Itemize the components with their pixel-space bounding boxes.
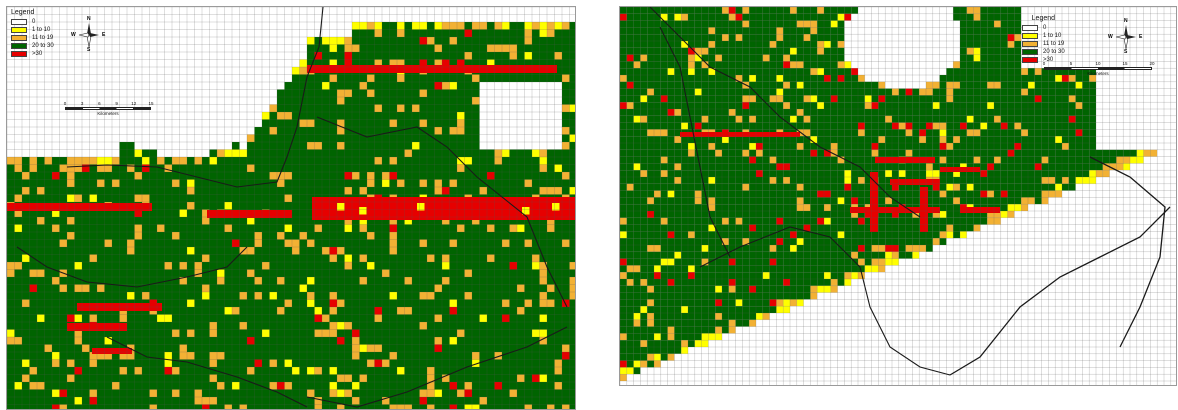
legend-label: 11 to 19	[1043, 41, 1065, 47]
hotspot-band	[960, 207, 1000, 213]
legend-label: >30	[32, 51, 43, 57]
compass-rose-icon	[78, 23, 99, 48]
scale-tick: 12	[131, 101, 137, 106]
legend-item-20-30: 20 to 30	[1022, 48, 1065, 56]
scale-tick: 3	[80, 101, 84, 106]
scale-tick: 0	[1042, 61, 1046, 66]
legend-label: 1 to 10	[32, 27, 51, 33]
hotspot-band	[680, 132, 800, 137]
legend-label: >30	[1043, 57, 1054, 63]
legend-swatch	[1022, 33, 1038, 39]
hotspot-band	[307, 65, 557, 73]
legend-item-11-19: 11 to 19	[11, 34, 54, 42]
scale-bar-graphic	[1044, 67, 1152, 70]
grid-map-right[interactable]	[620, 7, 1176, 385]
legend-swatch	[11, 35, 27, 41]
boundary-line	[649, 7, 921, 218]
legend-item-1-10: 1 to 10	[11, 26, 54, 34]
legend-swatch	[11, 27, 27, 33]
boundary-line	[316, 116, 568, 308]
hotspot-band	[890, 179, 940, 185]
boundary-line	[306, 326, 568, 408]
legend-swatch	[1022, 41, 1038, 47]
legend-right: Legend 0 1 to 10 11 to 19 20 to 30 >30	[1022, 15, 1065, 64]
boundary-line	[106, 336, 308, 408]
raster-cells	[620, 7, 1176, 385]
scale-bar-right: 0 5 10 15 20 Kilometers	[1042, 61, 1155, 76]
map-panel-left: Legend 0 1 to 10 11 to 19 20 to 30 >30 N…	[6, 6, 576, 410]
boundary-line	[1089, 156, 1166, 348]
legend-swatch	[1022, 57, 1038, 63]
scale-tick: 20	[1149, 61, 1155, 66]
north-arrow-icon: N S W E	[71, 16, 106, 53]
legend-item-gt30: >30	[1022, 56, 1065, 64]
hotspot-band	[870, 172, 878, 232]
grid-map-left[interactable]	[7, 7, 575, 409]
compass-w: W	[71, 32, 76, 38]
legend-label: 20 to 30	[1043, 49, 1065, 55]
legend-title: Legend	[1031, 15, 1056, 22]
legend-label: 1 to 10	[1043, 33, 1062, 39]
hotspot-band	[850, 207, 940, 213]
compass-rose-icon	[1115, 25, 1136, 50]
legend-label: 0	[32, 19, 36, 25]
scale-tick: 9	[115, 101, 118, 106]
scale-unit: Kilometers	[97, 111, 119, 116]
map-panel-right: Legend 0 1 to 10 11 to 19 20 to 30 >30 N…	[619, 6, 1177, 386]
legend-item-20-30: 20 to 30	[11, 42, 54, 50]
scale-unit: Kilometers	[1087, 71, 1109, 76]
legend-label: 11 to 19	[32, 35, 54, 41]
compass-w: W	[1108, 34, 1113, 40]
legend-item-gt30: >30	[11, 50, 54, 58]
hotspot-band	[7, 203, 152, 211]
scale-bar-left: 0 3 6 9 12 15 Kilometers	[63, 101, 154, 116]
legend-item-1-10: 1 to 10	[1022, 32, 1065, 40]
boundary-line	[66, 7, 324, 188]
grid-lines	[7, 7, 575, 409]
legend-item-11-19: 11 to 19	[1022, 40, 1065, 48]
scale-ticks: 0 5 10 15 20	[1042, 61, 1155, 67]
boundary-line	[699, 226, 951, 376]
compass-n: N	[87, 16, 91, 22]
scale-tick: 15	[1122, 61, 1128, 66]
legend-left: Legend 0 1 to 10 11 to 19 20 to 30 >30	[11, 9, 54, 58]
hotspot-band	[312, 197, 575, 220]
compass-e: E	[102, 32, 106, 38]
compass-e: E	[1139, 34, 1143, 40]
scale-tick: 0	[63, 101, 67, 106]
legend-item-0: 0	[11, 18, 54, 26]
legend-item-0: 0	[1022, 24, 1065, 32]
hotspot-band	[875, 157, 935, 163]
scale-tick: 5	[1069, 61, 1073, 66]
boundary-line	[949, 206, 1171, 376]
legend-swatch	[1022, 25, 1038, 31]
compass-n: N	[1124, 18, 1128, 24]
legend-label: 20 to 30	[32, 43, 54, 49]
legend-swatch	[1022, 49, 1038, 55]
compass-s: S	[87, 47, 91, 53]
north-arrow-icon: N S W E	[1108, 18, 1143, 55]
scale-bar-graphic	[65, 107, 151, 110]
hotspot-band	[207, 210, 292, 218]
scale-tick: 6	[98, 101, 101, 106]
legend-title: Legend	[11, 9, 35, 16]
legend-label: 0	[1043, 25, 1047, 31]
grid-lines	[620, 7, 1176, 385]
scale-tick: 10	[1095, 61, 1101, 66]
legend-swatch	[11, 19, 27, 25]
legend-swatch	[11, 51, 27, 57]
boundary-line	[16, 246, 248, 288]
scale-ticks: 0 3 6 9 12 15	[63, 101, 154, 107]
compass-s: S	[1124, 49, 1128, 55]
scale-tick: 15	[148, 101, 154, 106]
legend-swatch	[11, 43, 27, 49]
boundary-line	[659, 26, 731, 258]
raster-cells	[7, 7, 575, 409]
